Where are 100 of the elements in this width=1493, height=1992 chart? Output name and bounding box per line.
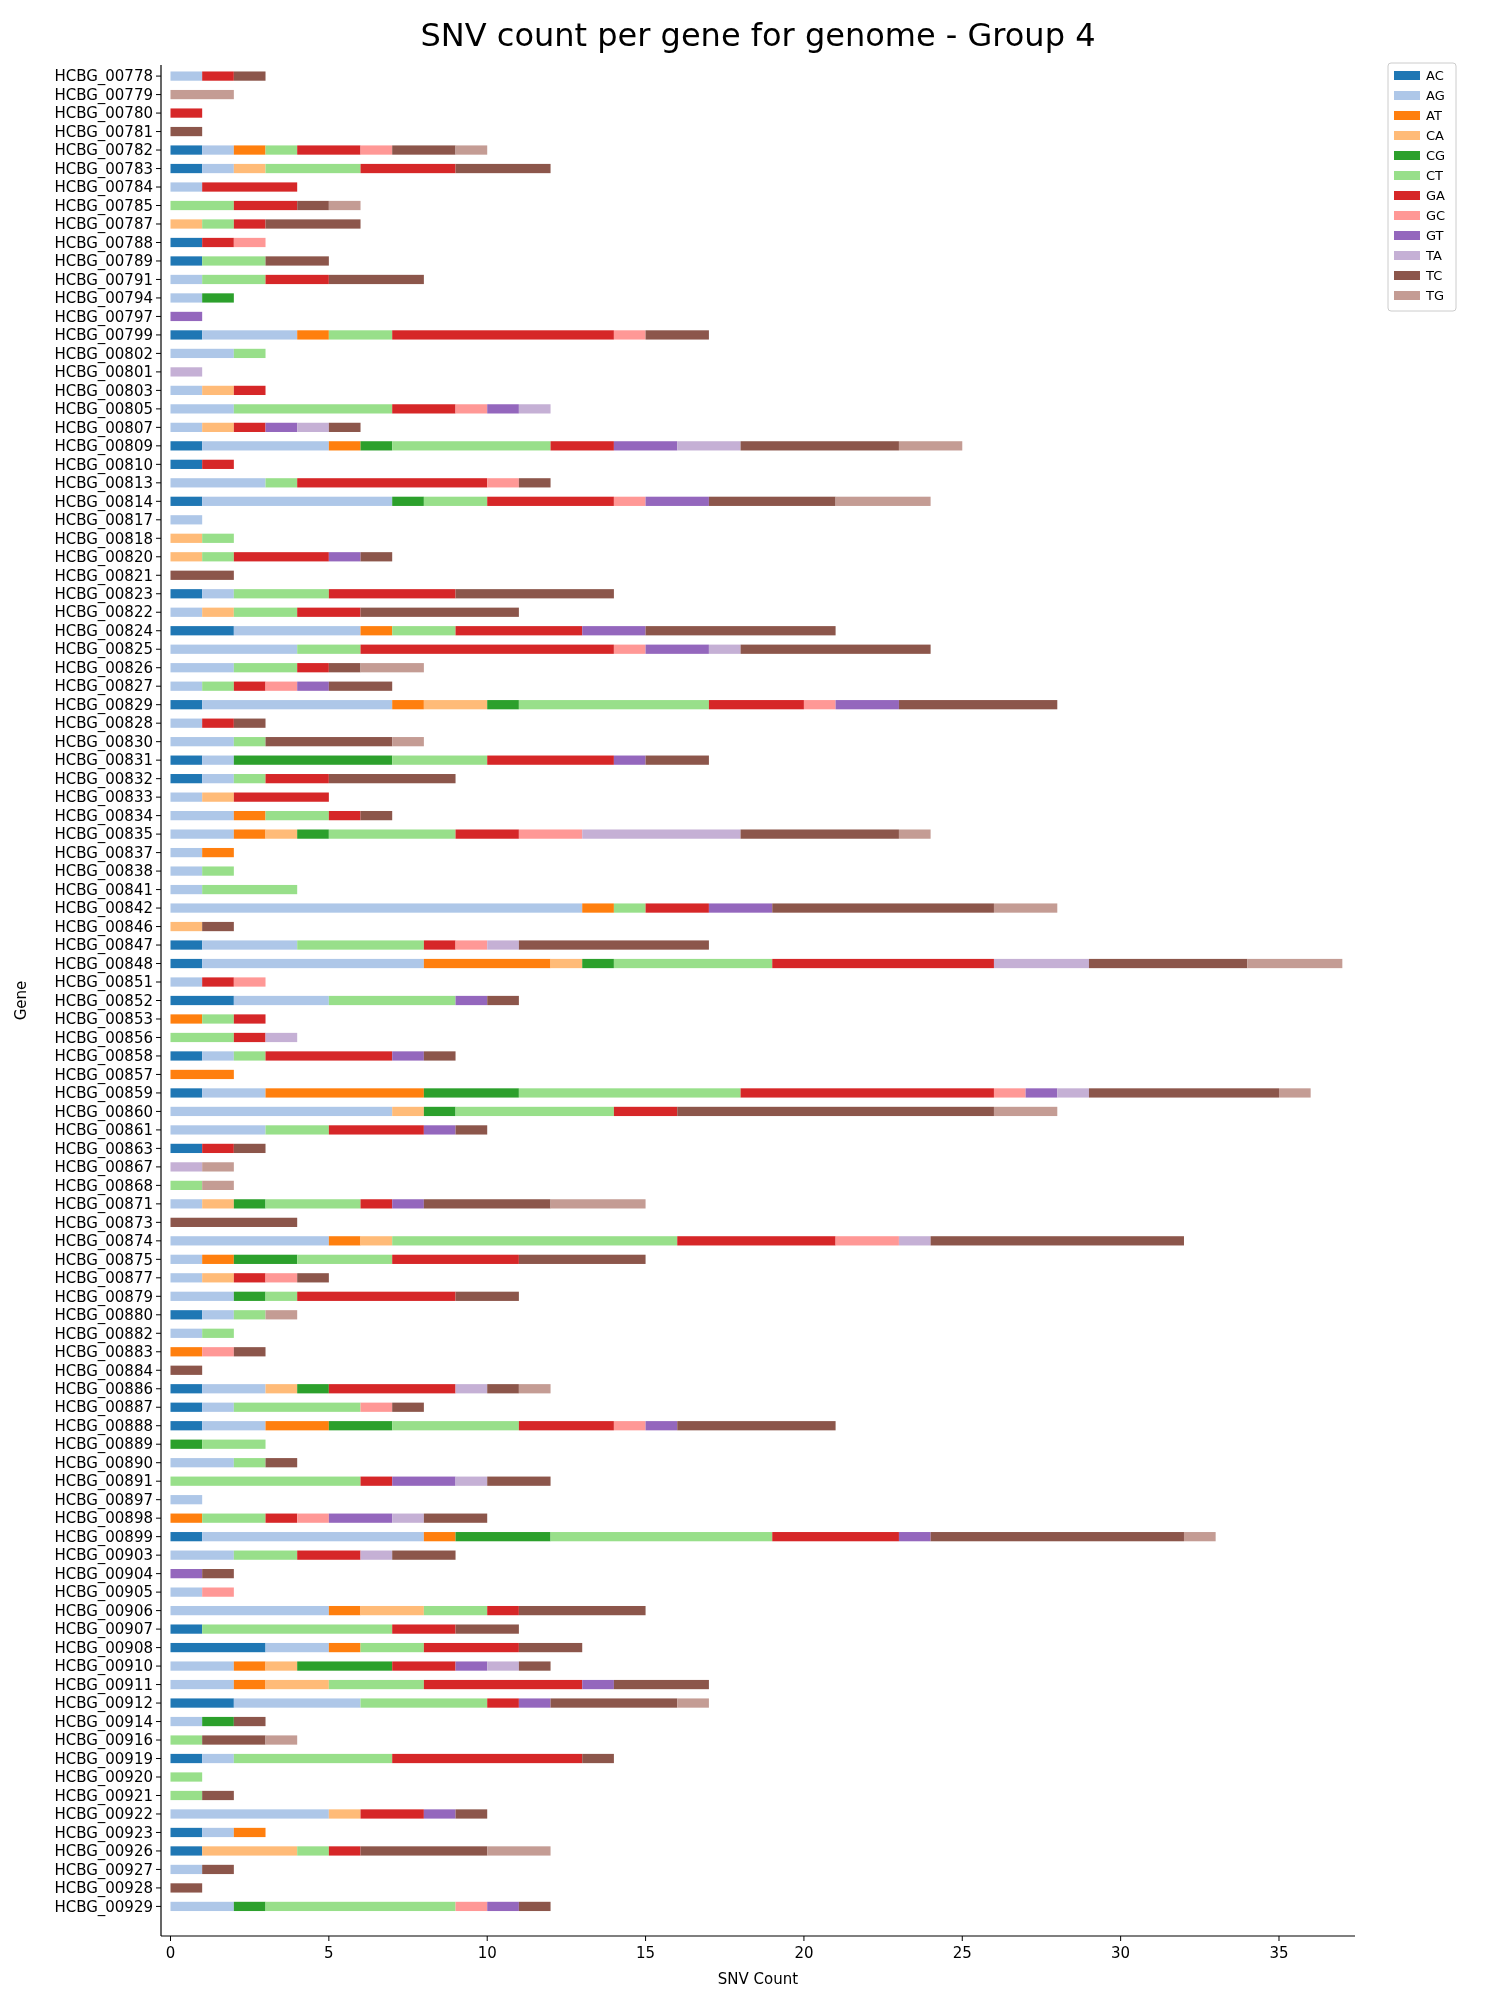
bar [360,441,393,451]
bar [202,958,424,969]
bar [170,700,203,710]
bar [265,1679,329,1690]
bar [1278,1088,1311,1098]
bar [360,1476,393,1486]
y-tick-label: HCBG_00853 [54,1010,153,1030]
bar [455,1106,614,1117]
bar [233,1051,266,1061]
bar [455,829,519,839]
y-tick-label: HCBG_00920 [54,1768,153,1788]
y-tick-label: HCBG_00846 [54,917,153,937]
y-tick-label: HCBG_00847 [54,936,153,956]
bar [265,1421,329,1431]
bar [202,977,234,987]
bar [170,1328,203,1338]
bar [835,1236,899,1246]
bar [233,385,266,396]
bar [677,1698,709,1708]
bar [423,958,551,969]
legend-label: TG [1425,288,1445,304]
bar [170,1827,203,1838]
bar [170,478,266,488]
bar [550,1532,773,1542]
y-tick-label: HCBG_00883 [54,1343,153,1363]
bar [170,1365,203,1375]
bar [328,1846,361,1856]
bar [233,404,393,414]
bar [170,1624,203,1634]
bar [170,1550,234,1560]
y-tick-label: HCBG_00928 [54,1879,153,1899]
y-tick-label: HCBG_00897 [54,1490,153,1510]
bar [233,1199,266,1209]
y-tick-label: HCBG_00791 [54,270,153,290]
bar [170,755,203,765]
bar [455,145,488,155]
bar [1088,958,1248,969]
bar [233,1550,298,1560]
bar [582,958,614,969]
bar [202,385,234,396]
x-tick-label: 5 [324,1944,334,1962]
y-tick-label: HCBG_00820 [54,548,153,568]
bar [360,145,393,155]
bar [772,903,994,913]
y-tick-label: HCBG_00887 [54,1398,153,1418]
bar [328,995,456,1006]
bar [455,995,488,1006]
bar [265,1199,361,1209]
bar [170,811,234,821]
bar [645,330,709,340]
x-tick-label: 15 [636,1944,656,1962]
y-tick-label: HCBG_00882 [54,1324,153,1344]
bar [835,700,899,710]
bar [202,1753,234,1764]
bar [170,1790,203,1801]
bar [423,1088,519,1098]
bar [233,681,266,691]
bar [202,256,266,266]
bar [360,1642,424,1653]
y-tick-label: HCBG_00906 [54,1601,153,1621]
bar [328,1421,393,1431]
bar [613,1106,678,1117]
bar [202,1180,234,1190]
bar [772,1532,899,1542]
bar [265,1642,329,1653]
bar [613,644,646,654]
bar [233,663,298,673]
y-tick-label: HCBG_00929 [54,1897,153,1917]
bar [392,441,551,451]
bar [1025,1088,1058,1098]
legend-label: AT [1426,108,1442,124]
bar [518,478,551,488]
legend-label: GC [1426,208,1446,224]
bar [170,182,203,192]
bar [233,977,266,987]
y-tick-label: HCBG_00914 [54,1712,153,1732]
bar [170,1180,203,1190]
bar [803,700,836,710]
bar [423,1642,519,1653]
y-tick-label: HCBG_00781 [54,122,153,142]
bar [170,940,203,950]
y-tick-label: HCBG_00803 [54,381,153,401]
legend-label: CA [1426,128,1445,144]
bar [170,792,203,802]
bar [202,1846,298,1856]
bar [202,237,234,248]
bar [518,404,551,414]
bar [202,700,393,710]
y-tick-label: HCBG_00821 [54,566,153,586]
y-tick-label: HCBG_00884 [54,1361,153,1381]
y-tick-label: HCBG_00911 [54,1675,153,1695]
bar [202,1088,266,1098]
bar [392,1624,456,1634]
bar [550,1698,678,1708]
bar [360,1236,393,1246]
y-tick-label: HCBG_00822 [54,603,153,623]
bar [930,1236,1184,1246]
bar [613,755,646,765]
bar [170,663,234,673]
bar [170,1698,234,1708]
